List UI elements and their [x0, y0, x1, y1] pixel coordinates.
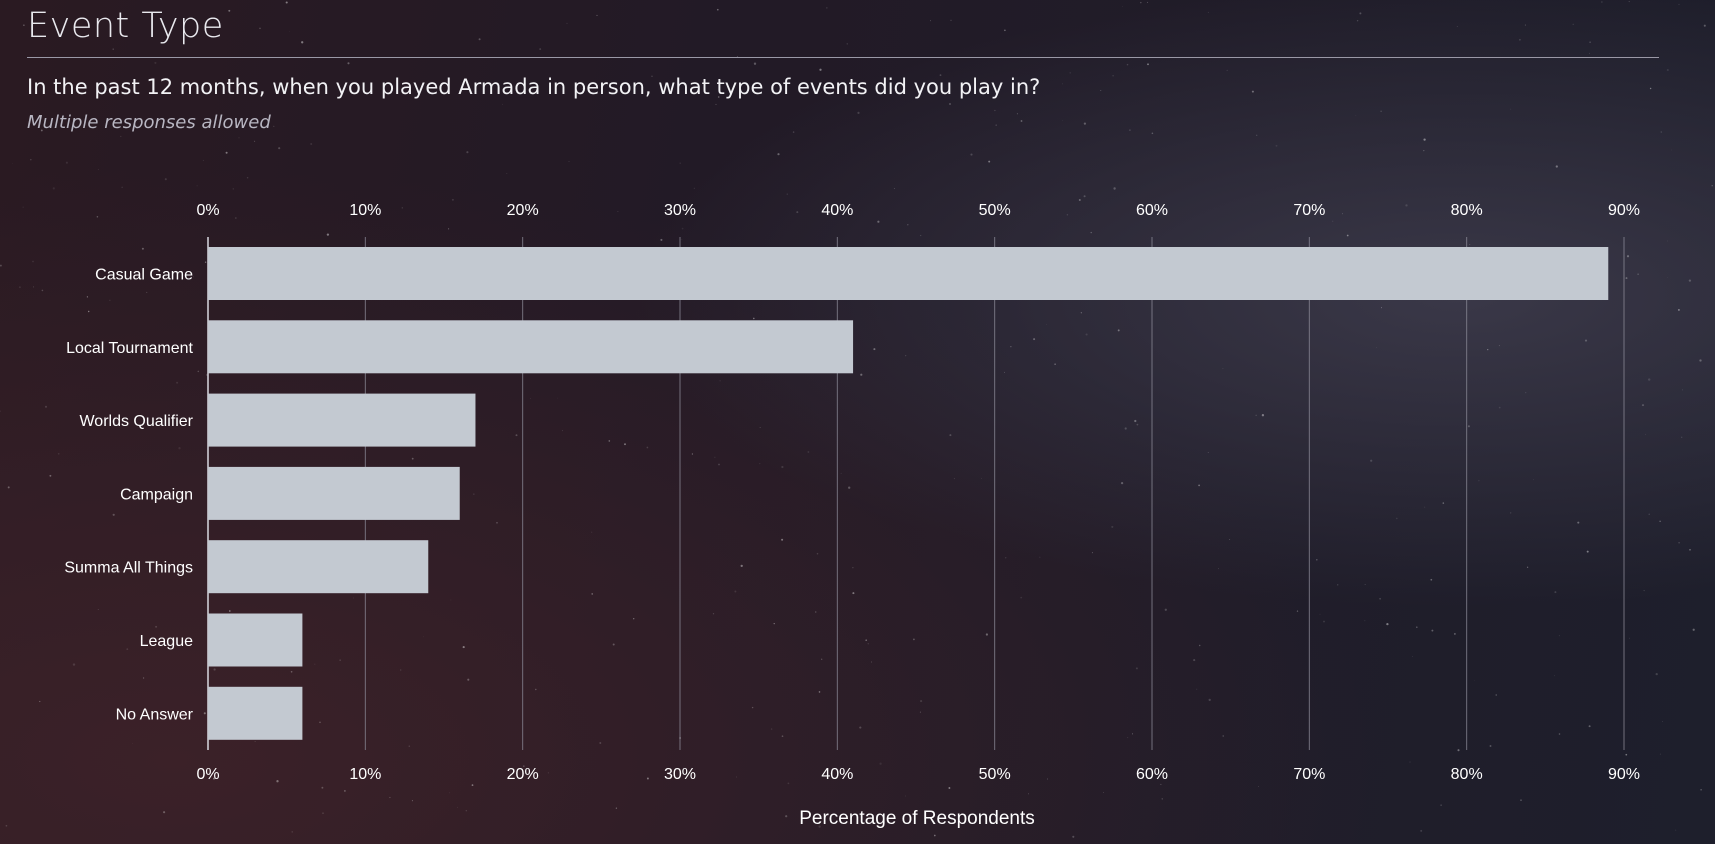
- bar-worlds-qualifier: [208, 393, 476, 447]
- category-label: Local Tournament: [66, 340, 193, 357]
- title-divider: [27, 57, 1659, 58]
- bar-no-answer: [208, 686, 303, 740]
- x-tick-label-top: 90%: [1608, 202, 1640, 219]
- x-tick-label-bottom: 10%: [349, 766, 381, 783]
- bars: [208, 247, 1609, 740]
- category-label: League: [140, 633, 193, 650]
- top-tick-labels: 0% 10% 20% 30% 40% 50% 60% 70% 80% 90%: [196, 202, 1640, 219]
- category-label: Campaign: [120, 486, 193, 503]
- category-label: Summa All Things: [64, 560, 193, 577]
- x-axis-title: Percentage of Respondents: [799, 808, 1035, 829]
- category-label: No Answer: [116, 706, 194, 723]
- category-label: Casual Game: [95, 267, 193, 284]
- x-tick-label-bottom: 40%: [821, 766, 853, 783]
- x-tick-label-top: 30%: [664, 202, 696, 219]
- bar-campaign: [208, 466, 460, 520]
- x-tick-label-bottom: 50%: [979, 766, 1011, 783]
- x-tick-label-bottom: 30%: [664, 766, 696, 783]
- x-tick-label-top: 80%: [1451, 202, 1483, 219]
- x-tick-label-top: 70%: [1293, 202, 1325, 219]
- x-tick-label-top: 20%: [507, 202, 539, 219]
- category-labels: Casual Game Local Tournament Worlds Qualif…: [64, 267, 193, 724]
- bar-summa-all-things: [208, 540, 429, 594]
- x-tick-label-bottom: 70%: [1293, 766, 1325, 783]
- x-tick-label-bottom: 90%: [1608, 766, 1640, 783]
- bottom-tick-labels: 0% 10% 20% 30% 40% 50% 60% 70% 80% 90%: [196, 766, 1640, 783]
- x-tick-label-bottom: 60%: [1136, 766, 1168, 783]
- survey-question: In the past 12 months, when you played A…: [27, 75, 1041, 99]
- bar-casual-game: [208, 247, 1609, 300]
- category-label: Worlds Qualifier: [79, 413, 193, 430]
- page-title: Event Type: [27, 6, 224, 46]
- x-tick-label-top: 10%: [349, 202, 381, 219]
- x-tick-label-top: 50%: [979, 202, 1011, 219]
- bar-local-tournament: [208, 320, 854, 374]
- response-note: Multiple responses allowed: [27, 112, 271, 133]
- x-tick-label-top: 60%: [1136, 202, 1168, 219]
- x-tick-label-bottom: 0%: [196, 766, 219, 783]
- x-tick-label-top: 0%: [196, 202, 219, 219]
- bar-league: [208, 613, 303, 667]
- x-tick-label-bottom: 80%: [1451, 766, 1483, 783]
- x-tick-label-bottom: 20%: [507, 766, 539, 783]
- x-tick-label-top: 40%: [821, 202, 853, 219]
